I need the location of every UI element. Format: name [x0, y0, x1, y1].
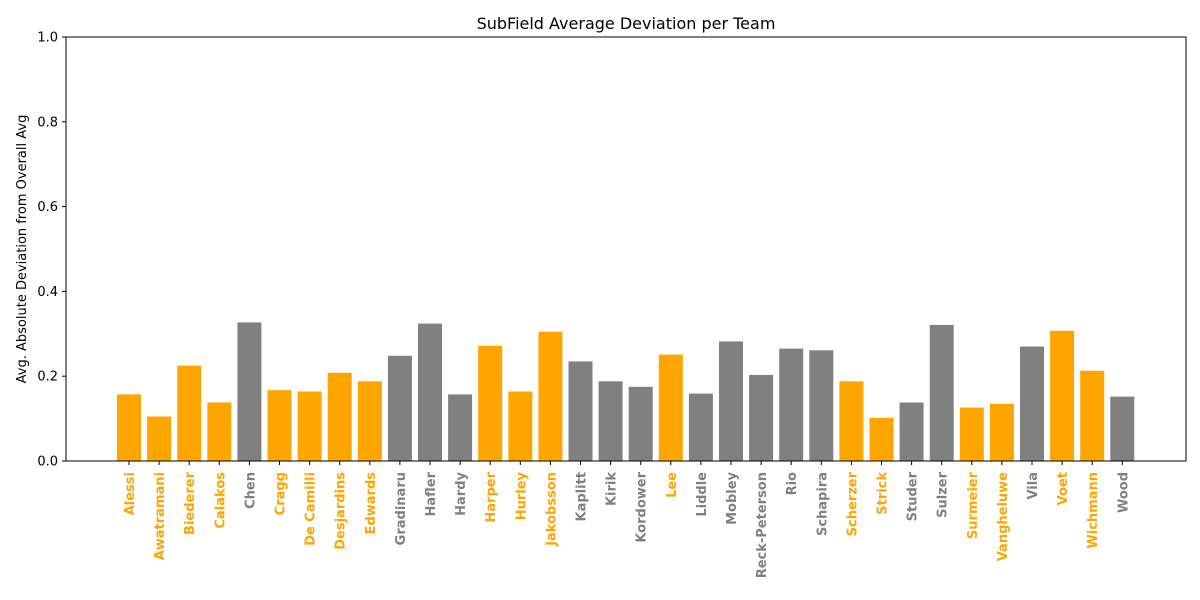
bars-group: [117, 322, 1135, 461]
bar: [719, 341, 743, 461]
bar: [418, 323, 442, 461]
x-tick-label: Liddle: [695, 472, 710, 517]
bar: [387, 355, 412, 461]
x-tick-label: Lee: [665, 472, 680, 498]
bar: [989, 403, 1014, 461]
bar: [658, 354, 683, 461]
chart-title: SubField Average Deviation per Team: [477, 14, 776, 33]
x-tick-label: Desjardins: [334, 472, 349, 550]
x-tick-label: Harper: [484, 471, 499, 522]
bar: [568, 361, 593, 461]
bar: [779, 348, 804, 461]
bar: [297, 391, 322, 461]
bar: [899, 402, 924, 461]
x-tick-label: Kirik: [605, 472, 620, 506]
bar: [598, 381, 623, 461]
x-axis: Alessi Awatramani Biederer Calakos Chen Cragg…: [123, 461, 1131, 578]
y-tick-label: 0.6: [37, 200, 58, 215]
bar: [1020, 346, 1044, 461]
x-tick-label: Alessi: [123, 472, 138, 515]
x-tick-label: Kordower: [635, 471, 650, 542]
x-tick-label: Hardy: [454, 471, 469, 515]
x-tick-label: Hurley: [514, 471, 529, 520]
y-tick-label: 0.8: [37, 115, 58, 130]
y-axis: 0.0 0.2 0.4 0.6 0.8 1.0: [37, 31, 66, 470]
bar: [237, 322, 262, 461]
x-tick-label: Cragg: [274, 472, 289, 515]
bar: [448, 394, 473, 461]
bar: [327, 372, 352, 461]
x-tick-label: Reck-Peterson: [755, 472, 770, 578]
x-tick-label: Edwards: [364, 472, 379, 535]
bar: [839, 381, 864, 461]
bar: [1110, 396, 1135, 461]
bar: [478, 345, 503, 461]
x-tick-label: Rio: [785, 472, 800, 495]
y-tick-label: 0.0: [37, 455, 58, 470]
bar: [809, 350, 834, 461]
bar: [749, 374, 774, 461]
x-tick-label: Kaplitt: [575, 472, 590, 522]
bar: [207, 402, 232, 461]
x-tick-label: Awatramani: [153, 472, 168, 560]
y-tick-label: 0.2: [37, 370, 58, 385]
bar: [538, 331, 563, 461]
bar: [267, 390, 292, 461]
x-tick-label: Studer: [906, 471, 921, 521]
bar: [929, 324, 954, 461]
bar: [177, 365, 202, 461]
x-tick-label: Scherzer: [845, 471, 860, 536]
x-tick-label: Wichmann: [1086, 472, 1101, 549]
x-tick-label: Vangheluwe: [996, 472, 1011, 561]
x-tick-label: Mobley: [725, 471, 740, 524]
x-tick-label: Voet: [1056, 472, 1071, 505]
x-tick-label: Jakobsson: [544, 472, 559, 547]
plot-frame: [65, 36, 1187, 462]
x-tick-label: Surmeier: [966, 471, 981, 539]
bar: [357, 381, 382, 461]
bar: [628, 386, 653, 461]
bar: [147, 416, 172, 461]
bar: [1050, 330, 1075, 461]
x-tick-label: Chen: [243, 472, 258, 509]
x-tick-label: De Camilli: [304, 472, 319, 546]
bar: [959, 407, 984, 461]
y-tick-label: 0.4: [37, 285, 58, 300]
x-tick-label: Wood: [1116, 472, 1131, 513]
bar: [1080, 370, 1105, 461]
bar: [117, 394, 141, 461]
x-tick-label: Gradinaru: [394, 472, 409, 545]
bar: [508, 391, 533, 461]
bar: [688, 393, 713, 461]
bar: [869, 417, 894, 461]
y-axis-label: Avg. Absolute Deviation from Overall Avg: [15, 115, 30, 384]
x-tick-label: Calakos: [213, 472, 228, 529]
x-tick-label: Schapira: [815, 472, 830, 536]
x-tick-label: Strick: [876, 472, 891, 515]
x-tick-label: Sulzer: [936, 471, 951, 517]
x-tick-label: Biederer: [183, 471, 198, 535]
x-tick-label: Hafler: [424, 471, 439, 516]
x-tick-label: Vila: [1026, 472, 1041, 500]
y-tick-label: 1.0: [37, 31, 58, 46]
